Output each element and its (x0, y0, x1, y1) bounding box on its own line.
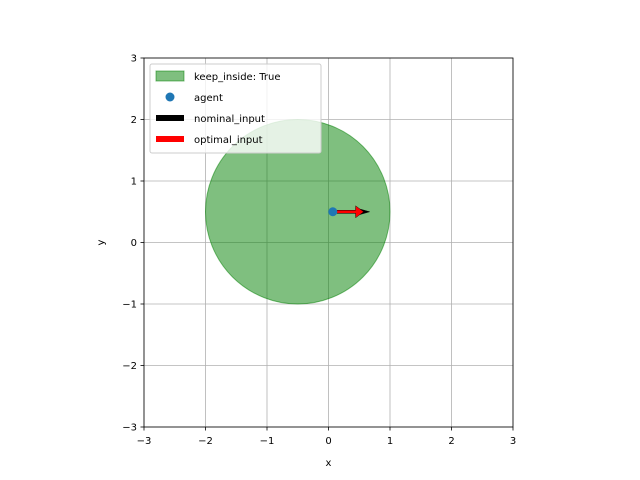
y-tick-label: −3 (122, 423, 137, 434)
y-tick-label: 3 (131, 54, 137, 65)
legend: keep_inside: True agent nominal_input op… (149, 63, 322, 154)
y-tick-label: 2 (131, 115, 137, 126)
legend-swatch-nominal-input (156, 115, 184, 121)
plot-area (205, 119, 391, 305)
legend-box (149, 63, 322, 154)
legend-label-agent: agent (194, 93, 223, 104)
y-tick-label: −1 (122, 300, 137, 311)
y-tick-label: −2 (122, 361, 137, 372)
x-tick-label: −3 (137, 436, 152, 447)
legend-swatch-region (155, 70, 185, 82)
y-axis-label: y (96, 239, 107, 245)
x-tick-label: 2 (448, 436, 454, 447)
legend-swatch-agent (165, 92, 175, 102)
legend-label-region: keep_inside: True (194, 72, 280, 83)
x-tick-label: 1 (387, 436, 393, 447)
x-tick-label: −1 (260, 436, 275, 447)
y-tick-label: 1 (131, 177, 137, 188)
legend-swatch-optimal-input (156, 136, 184, 142)
tick-marks: −3 −2 −1 0 1 2 3 −3 −2 −1 0 1 2 3 (122, 54, 516, 448)
legend-label-nominal-input: nominal_input (194, 114, 265, 125)
agent-point (328, 207, 338, 217)
x-tick-label: 0 (325, 436, 331, 447)
x-axis-label: x (326, 458, 332, 469)
legend-label-optimal-input: optimal_input (194, 135, 263, 146)
x-tick-label: −2 (198, 436, 213, 447)
y-tick-label: 0 (131, 238, 137, 249)
x-tick-label: 3 (510, 436, 516, 447)
